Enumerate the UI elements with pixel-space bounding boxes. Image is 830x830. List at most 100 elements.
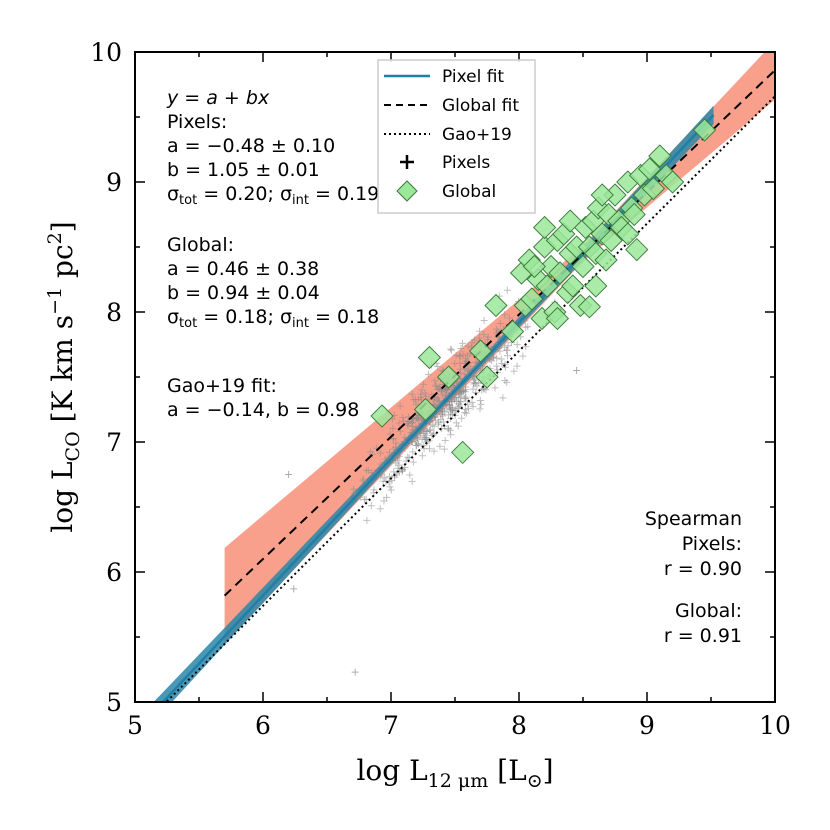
pixel-point: [439, 391, 447, 399]
pixel-point: [443, 405, 451, 413]
pixel-point: [399, 413, 407, 421]
pixel-point: [438, 410, 446, 418]
pixel-point: [524, 323, 532, 331]
pixel-point: [462, 409, 470, 417]
gao-params: a = −0.14, b = 0.98: [167, 399, 359, 421]
pixel-point: [504, 342, 512, 350]
pixel-point: [386, 473, 394, 481]
global-points: [370, 118, 717, 465]
pixel-point: [413, 434, 421, 442]
global-point: [558, 209, 582, 233]
pixel-point: [395, 419, 403, 427]
pixel-point: [472, 358, 480, 366]
pixels-header: Pixels:: [167, 111, 227, 133]
pixel-point: [386, 448, 394, 456]
pixel-point: [421, 389, 429, 397]
pixel-point: [480, 317, 488, 325]
y-tick-label: 7: [106, 428, 122, 457]
y-tick-label: 8: [106, 298, 122, 327]
global-point: [590, 183, 614, 207]
pixel-point: [363, 516, 371, 524]
global-sigma: σtot = 0.18; σint = 0.18: [167, 306, 379, 331]
pixel-point: [437, 387, 445, 395]
global-point: [484, 293, 508, 318]
y-tick-label: 9: [106, 168, 122, 197]
pixel-point: [457, 388, 465, 396]
global-point: [370, 404, 394, 428]
pixel-point: [441, 386, 449, 394]
pixel-point: [456, 398, 464, 406]
pixel-point: [519, 352, 527, 360]
pixel-point: [504, 352, 512, 360]
pixel-point: [436, 442, 444, 450]
pixel-point: [464, 352, 472, 360]
pixel-point: [418, 386, 426, 394]
pixel-point: [408, 477, 416, 485]
pixel-point: [503, 346, 511, 354]
pixel-point: [466, 362, 474, 370]
pixel-point: [493, 354, 501, 362]
pixel-point: [384, 454, 392, 462]
x-tick-label: 6: [255, 711, 271, 740]
global-point: [637, 157, 662, 181]
global-point: [500, 319, 525, 344]
pixel-point: [521, 317, 529, 325]
pixel-point: [468, 399, 476, 407]
legend-global-fit-label: Global fit: [442, 96, 519, 116]
global-point: [584, 274, 608, 298]
pixel-point: [290, 585, 298, 593]
pixel-point: [380, 497, 388, 505]
x-tick-label: 10: [759, 711, 791, 740]
spearman-annotations: Spearman Pixels: r = 0.90 Global: r = 0.…: [645, 508, 742, 647]
pixel-point: [475, 334, 483, 342]
pixel-point: [447, 431, 455, 439]
pixel-point: [491, 384, 499, 392]
pixel-point: [424, 370, 432, 378]
pixel-point: [476, 327, 484, 335]
x-tick-label: 8: [511, 711, 527, 740]
pixel-point: [435, 398, 443, 406]
global-point: [641, 176, 666, 201]
pixel-point: [376, 472, 384, 480]
y-tick-label: 5: [106, 688, 122, 717]
pixel-point: [444, 425, 452, 433]
pixel-point: [408, 437, 416, 445]
pixel-point: [386, 483, 394, 491]
pixel-point: [452, 419, 460, 427]
pixel-point: [476, 405, 484, 413]
pixel-point: [432, 381, 440, 389]
global-point: [475, 365, 499, 389]
pixel-point: [440, 445, 448, 453]
pixel-point: [389, 425, 397, 433]
legend-global-label: Global: [442, 182, 496, 202]
legend-gao19-label: Gao+19: [442, 125, 512, 145]
pixel-point: [505, 314, 513, 322]
global-point: [692, 118, 717, 142]
pixel-point: [411, 396, 419, 404]
pixel-point: [501, 376, 509, 384]
global-a: a = 0.46 ± 0.38: [167, 258, 319, 280]
x-axis-label: log L12 μm [L⊙]: [356, 754, 553, 792]
pixel-point: [459, 339, 467, 347]
pixel-point: [418, 452, 426, 460]
pixel-point: [431, 413, 439, 421]
y-tick-labels: 5 6 7 8 9 10: [90, 38, 122, 717]
global-fit-line: [223, 69, 775, 597]
pixel-point: [464, 342, 472, 350]
pixel-point: [409, 448, 417, 456]
pixel-point: [462, 395, 470, 403]
fit-annotations: y = a + bx Pixels: a = −0.48 ± 0.10 b = …: [166, 87, 379, 421]
pixel-point: [441, 437, 449, 445]
pixel-point: [412, 400, 420, 408]
pixel-point: [448, 346, 456, 354]
pixel-point: [420, 432, 428, 440]
pixel-point: [447, 345, 455, 353]
global-point: [520, 287, 544, 311]
pixel-point: [486, 356, 494, 364]
pixel-point: [497, 355, 505, 363]
pixel-point: [406, 471, 414, 479]
pixel-point: [392, 443, 400, 451]
global-point: [648, 144, 672, 168]
pixel-point: [510, 367, 518, 375]
legend-pixels-marker: [400, 155, 414, 169]
